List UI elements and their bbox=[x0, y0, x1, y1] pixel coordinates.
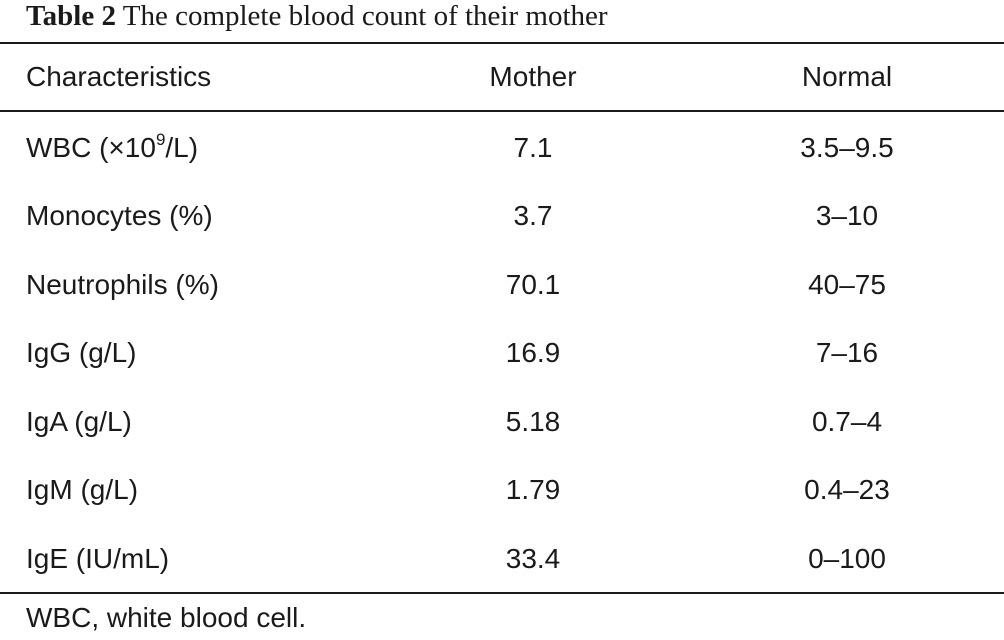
wbc-label-prefix: WBC (×10 bbox=[26, 132, 156, 163]
row-normal-range: 7–16 bbox=[815, 337, 879, 368]
row-mother-value: 5.18 bbox=[505, 406, 561, 437]
row-characteristic: Monocytes (%) bbox=[26, 200, 213, 231]
table-row: IgE (IU/mL) 33.4 0–100 bbox=[0, 529, 1004, 589]
header-mother: Mother bbox=[489, 61, 577, 92]
header-characteristics: Characteristics bbox=[26, 61, 212, 92]
table-row: IgG (g/L) 16.9 7–16 bbox=[0, 323, 1004, 383]
table-title: The complete blood count of their mother bbox=[122, 0, 608, 32]
table-label: Table 2 bbox=[26, 0, 116, 32]
row-mother-value: 16.9 bbox=[505, 337, 561, 368]
top-rule bbox=[0, 42, 1004, 44]
table-footnote: WBC, white blood cell. bbox=[26, 602, 307, 633]
table-row: IgA (g/L) 5.18 0.7–4 bbox=[0, 392, 1004, 452]
row-normal-range: 3–10 bbox=[815, 200, 879, 231]
table-row: WBC (×109/L) 7.1 3.5–9.5 bbox=[0, 118, 1004, 178]
row-mother-value: 7.1 bbox=[513, 132, 553, 163]
row-normal-range: 3.5–9.5 bbox=[800, 132, 894, 163]
row-characteristic: IgM (g/L) bbox=[26, 474, 139, 505]
row-characteristic: IgA (g/L) bbox=[26, 406, 132, 437]
table-caption: Table 2 The complete blood count of thei… bbox=[26, 0, 608, 40]
bottom-rule bbox=[0, 592, 1004, 594]
row-normal-range: 0–100 bbox=[808, 543, 886, 574]
row-characteristic: IgE (IU/mL) bbox=[26, 543, 170, 574]
table-row: Monocytes (%) 3.7 3–10 bbox=[0, 186, 1004, 246]
row-mother-value: 33.4 bbox=[505, 543, 561, 574]
row-normal-range: 0.7–4 bbox=[811, 406, 883, 437]
header-normal: Normal bbox=[801, 61, 893, 92]
row-mother-value: 70.1 bbox=[505, 269, 561, 300]
wbc-exponent: 9 bbox=[155, 129, 166, 149]
row-normal-range: 40–75 bbox=[808, 269, 886, 300]
header-rule bbox=[0, 110, 1004, 112]
row-characteristic: IgG (g/L) bbox=[26, 337, 137, 368]
row-mother-value: 3.7 bbox=[513, 200, 553, 231]
row-normal-range: 0.4–23 bbox=[804, 474, 890, 505]
row-characteristic: Neutrophils (%) bbox=[26, 269, 219, 300]
header-row: Characteristics Mother Normal bbox=[0, 47, 1004, 107]
row-mother-value: 1.79 bbox=[505, 474, 561, 505]
row-characteristic: WBC (×109/L) bbox=[26, 118, 198, 178]
wbc-label-suffix: /L) bbox=[165, 132, 199, 163]
table-row: IgM (g/L) 1.79 0.4–23 bbox=[0, 460, 1004, 520]
table-row: Neutrophils (%) 70.1 40–75 bbox=[0, 255, 1004, 315]
